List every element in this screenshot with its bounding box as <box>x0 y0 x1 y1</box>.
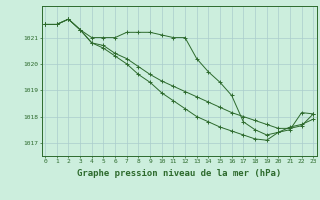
X-axis label: Graphe pression niveau de la mer (hPa): Graphe pression niveau de la mer (hPa) <box>77 169 281 178</box>
